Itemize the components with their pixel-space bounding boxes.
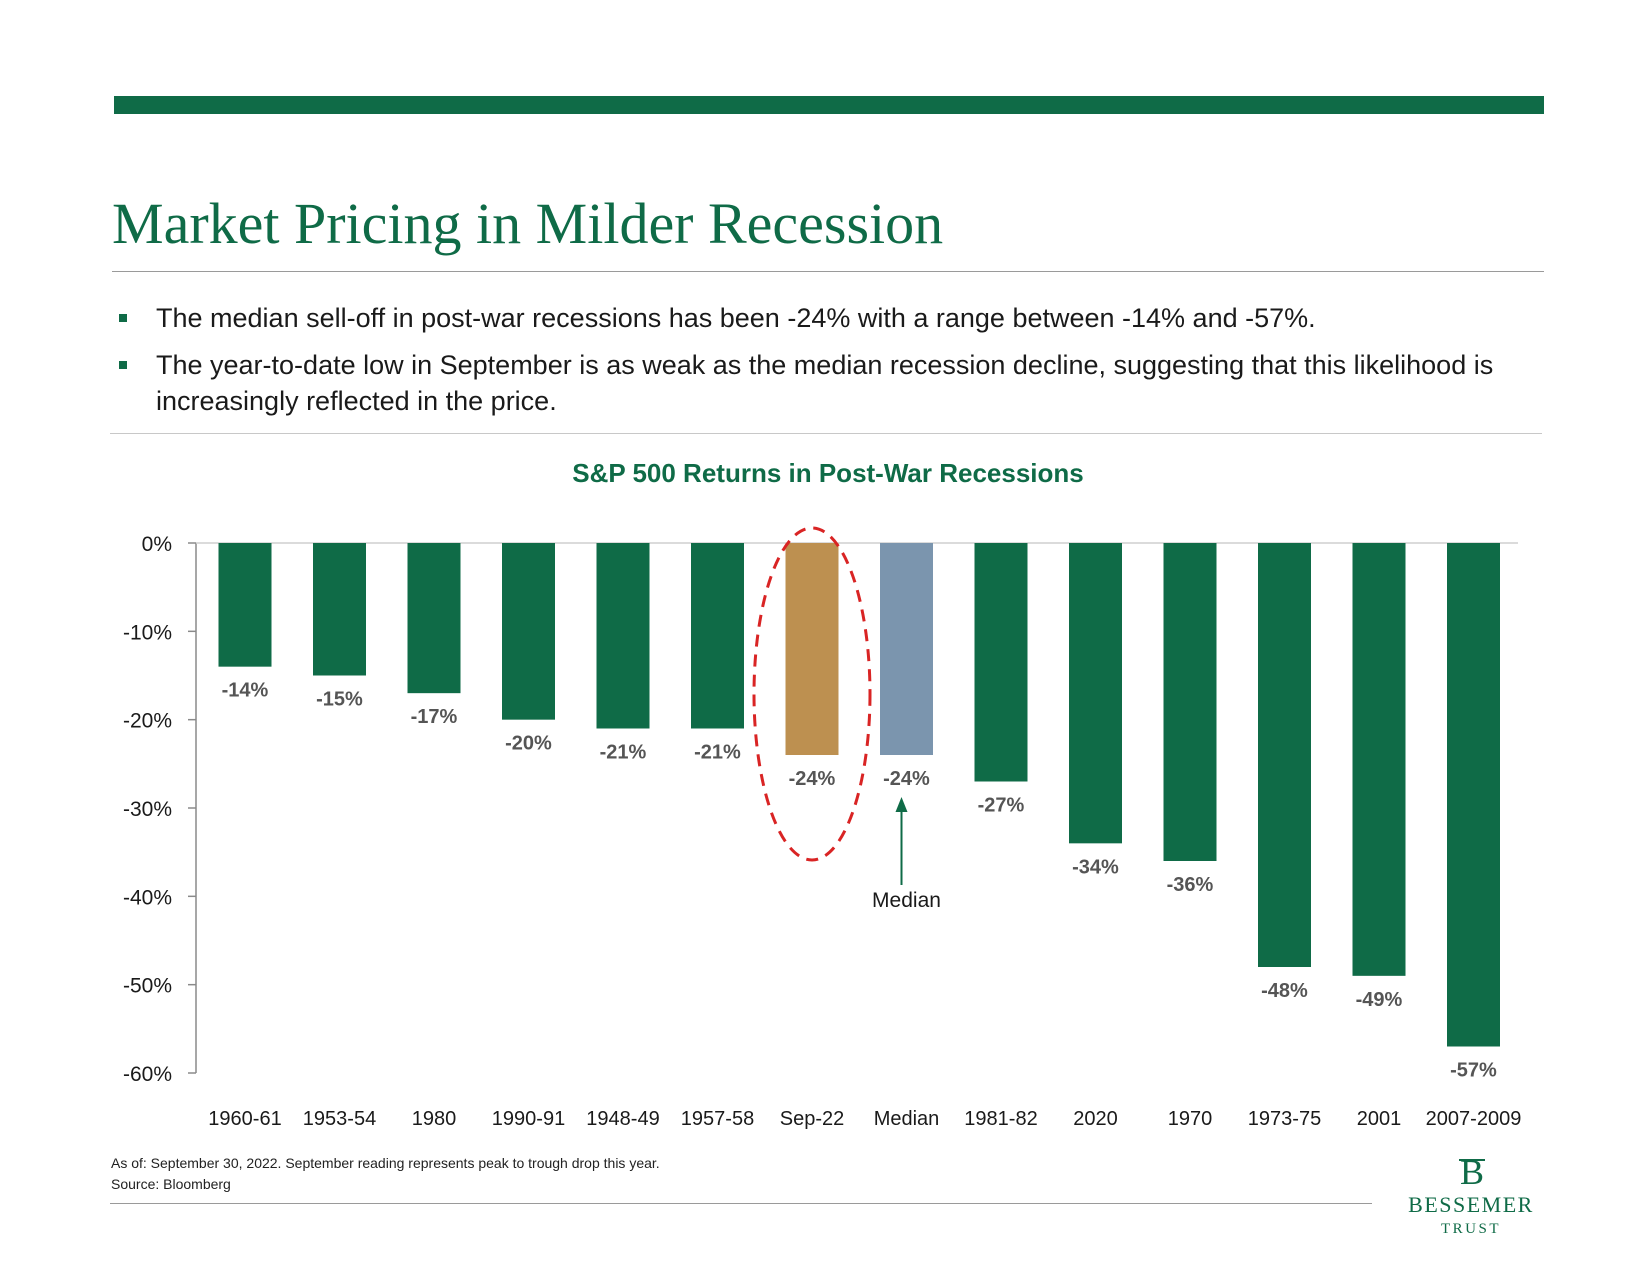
y-tick-label: -30% xyxy=(123,798,172,821)
chart-divider xyxy=(110,433,1542,434)
footer-divider xyxy=(110,1203,1372,1204)
bullet-text: The year-to-date low in September is as … xyxy=(156,350,1494,416)
y-tick-label: -20% xyxy=(123,710,172,733)
data-label: -14% xyxy=(222,680,269,702)
bar-2007-2009 xyxy=(1447,543,1500,1047)
x-tick-label: 1990-91 xyxy=(492,1108,565,1130)
x-tick-label: Sep-22 xyxy=(780,1108,845,1130)
x-tick-label: 2007-2009 xyxy=(1426,1108,1522,1130)
bullet-list: The median sell-off in post-war recessio… xyxy=(116,300,1536,430)
bar-1981-82 xyxy=(974,543,1028,782)
bar-median xyxy=(880,543,933,755)
bar-1957-58 xyxy=(691,543,744,729)
bar-1980 xyxy=(407,543,461,694)
x-tick-label: 2001 xyxy=(1357,1108,1402,1130)
x-tick-label: 1973-75 xyxy=(1248,1108,1321,1130)
median-annotation-label: Median xyxy=(872,889,941,912)
x-tick-label: 1960-61 xyxy=(208,1108,281,1130)
x-tick-label: 1981-82 xyxy=(964,1108,1037,1130)
chart-title: S&P 500 Returns in Post-War Recessions xyxy=(572,458,1084,488)
bullet-text: The median sell-off in post-war recessio… xyxy=(156,303,1316,333)
data-label: -21% xyxy=(600,742,647,764)
data-label: -34% xyxy=(1072,856,1119,878)
data-label: -48% xyxy=(1261,980,1308,1002)
data-label: -24% xyxy=(883,768,930,790)
data-label: -21% xyxy=(694,742,741,764)
bullet-item: The median sell-off in post-war recessio… xyxy=(116,300,1536,336)
title-divider xyxy=(112,271,1544,272)
bessemer-trust-logo: B BESSEMER TRUST xyxy=(1408,1152,1534,1237)
bar-1960-61 xyxy=(218,543,272,667)
data-label: -36% xyxy=(1167,874,1214,896)
x-tick-label: 1953-54 xyxy=(303,1108,376,1130)
y-tick-label: 0% xyxy=(142,533,172,556)
data-label: -15% xyxy=(316,689,363,711)
slide-title: Market Pricing in Milder Recession xyxy=(112,191,944,256)
data-label: -24% xyxy=(789,768,836,790)
bar-sep-22 xyxy=(785,543,839,755)
bar-1990-91 xyxy=(502,543,555,720)
bullet-item: The year-to-date low in September is as … xyxy=(116,347,1536,419)
bar-2020 xyxy=(1069,543,1122,844)
x-tick-label: 2020 xyxy=(1073,1108,1118,1130)
bar-2001 xyxy=(1352,543,1406,976)
x-tick-label: 1970 xyxy=(1168,1108,1213,1130)
x-tick-label: 1957-58 xyxy=(681,1108,754,1130)
x-tick-label: 1948-49 xyxy=(586,1108,659,1130)
median-arrow-head-icon xyxy=(895,797,908,812)
bar-1953-54 xyxy=(313,543,366,676)
y-tick-label: -60% xyxy=(123,1063,172,1086)
logo-mark: B xyxy=(1460,1152,1484,1192)
top-accent-bar xyxy=(114,96,1544,114)
y-tick-label: -50% xyxy=(123,975,172,998)
data-label: -57% xyxy=(1450,1060,1497,1082)
square-bullet-icon xyxy=(119,361,127,369)
x-tick-label: Median xyxy=(874,1108,940,1130)
logo-sub: TRUST xyxy=(1441,1221,1501,1237)
bar-1973-75 xyxy=(1258,543,1311,967)
dashed-highlight-ellipse xyxy=(752,526,872,862)
footnote-source: Source: Bloomberg xyxy=(111,1176,231,1192)
x-tick-label: 1980 xyxy=(412,1108,457,1130)
y-tick-label: -10% xyxy=(123,621,172,644)
square-bullet-icon xyxy=(119,314,127,322)
y-tick-label: -40% xyxy=(123,886,172,909)
data-label: -17% xyxy=(411,706,458,728)
footnote-date: As of: September 30, 2022. September rea… xyxy=(111,1155,660,1171)
bar-1970 xyxy=(1163,543,1217,861)
data-label: -49% xyxy=(1356,989,1403,1011)
data-label: -27% xyxy=(978,795,1025,817)
data-label: -20% xyxy=(505,733,552,755)
bar-1948-49 xyxy=(596,543,650,729)
logo-name: BESSEMER xyxy=(1408,1192,1534,1217)
